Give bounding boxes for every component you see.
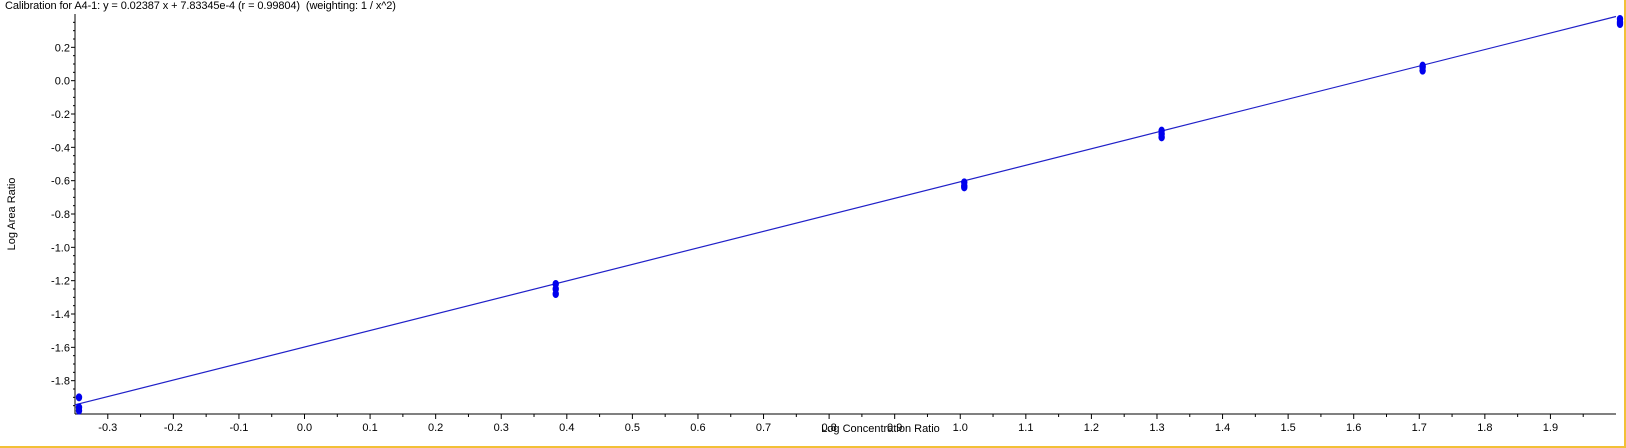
- x-tick-label: -0.2: [164, 422, 183, 434]
- y-tick-label: -0.2: [51, 109, 70, 121]
- x-tick-label: 0.5: [625, 422, 640, 434]
- y-tick-label: -0.4: [51, 142, 70, 154]
- x-tick-label: 1.1: [1018, 422, 1033, 434]
- y-tick-label: -1.2: [51, 276, 70, 288]
- y-tick-label: -0.8: [51, 209, 70, 221]
- y-tick-label: -1.4: [51, 309, 70, 321]
- x-axis-title: Log Concentration Ratio: [821, 423, 940, 435]
- x-tick-label: 0.7: [756, 422, 771, 434]
- x-tick-label: 0.3: [494, 422, 509, 434]
- data-point: [1158, 133, 1165, 142]
- x-tick-label: 0.0: [297, 422, 312, 434]
- x-tick-label: 1.0: [953, 422, 968, 434]
- x-tick-label: 1.7: [1412, 422, 1427, 434]
- data-point: [75, 406, 83, 415]
- data-point: [961, 183, 968, 192]
- x-tick-label: 1.3: [1149, 422, 1164, 434]
- y-tick-label: -1.6: [51, 342, 70, 354]
- x-tick-label: 0.6: [690, 422, 705, 434]
- x-tick-label: 0.9: [887, 422, 902, 434]
- x-tick-label: 1.9: [1543, 422, 1558, 434]
- x-tick-label: 1.6: [1346, 422, 1361, 434]
- x-tick-label: 0.1: [362, 422, 377, 434]
- y-tick-label: -1.8: [51, 376, 70, 388]
- y-axis-title: Log Area Ratio: [6, 178, 18, 251]
- x-tick-label: 1.8: [1477, 422, 1492, 434]
- y-tick-label: -1.0: [51, 242, 70, 254]
- x-tick-label: -0.1: [229, 422, 248, 434]
- x-tick-label: 1.2: [1084, 422, 1099, 434]
- data-point: [1419, 66, 1426, 75]
- x-tick-label: 0.8: [821, 422, 836, 434]
- data-point: [75, 393, 83, 402]
- y-tick-label: 0.0: [55, 76, 70, 88]
- data-point: [1616, 20, 1624, 28]
- data-point: [552, 290, 559, 298]
- y-tick-label: -0.6: [51, 176, 70, 188]
- x-tick-label: 0.2: [428, 422, 443, 434]
- x-tick-label: -0.3: [98, 422, 117, 434]
- x-tick-label: 1.4: [1215, 422, 1230, 434]
- x-tick-label: 1.5: [1280, 422, 1295, 434]
- x-tick-label: 0.4: [559, 422, 574, 434]
- regression-line: [74, 15, 1617, 406]
- y-tick-label: 0.2: [55, 42, 70, 54]
- chart-title: Calibration for A4-1: y = 0.02387 x + 7.…: [5, 0, 396, 12]
